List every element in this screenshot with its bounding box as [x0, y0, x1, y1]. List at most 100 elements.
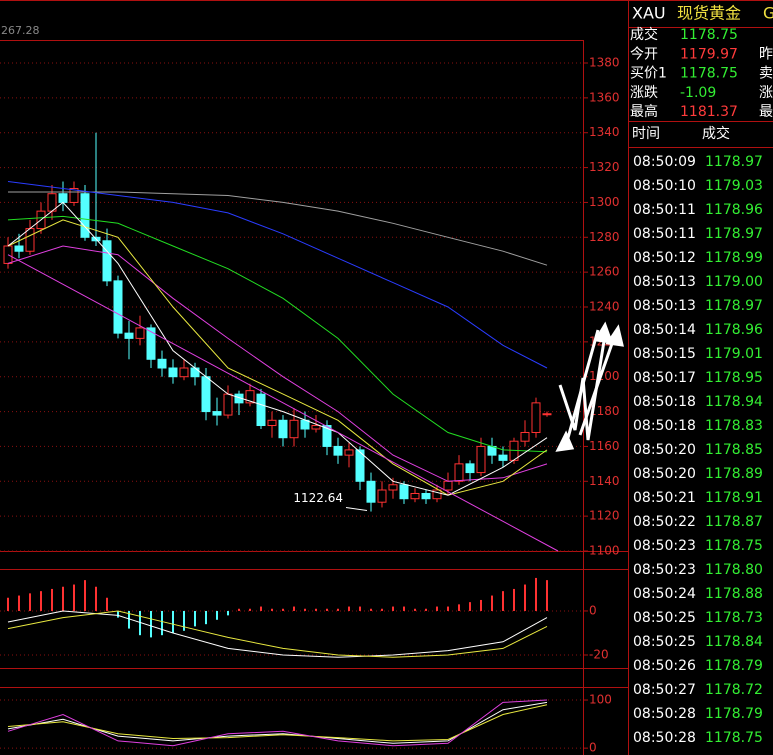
- y-tick-label: 1360: [589, 90, 620, 104]
- candle-body: [355, 449, 365, 482]
- instrument-name: 现货黄金: [677, 4, 741, 23]
- candle-body: [25, 228, 35, 252]
- candle-body: [333, 445, 343, 456]
- trade-price: 1178.75: [705, 730, 763, 746]
- quote-label: 买价1: [630, 66, 667, 82]
- candle-body: [58, 193, 68, 203]
- trade-price: 1178.97: [705, 154, 763, 170]
- candle-body: [289, 419, 299, 439]
- candle-body: [124, 332, 134, 339]
- trade-price: 1178.79: [705, 658, 763, 674]
- histogram-bar: [50, 588, 53, 611]
- trade-time: 08:50:20: [633, 466, 696, 482]
- candle-body: [465, 463, 475, 474]
- candle-body: [157, 358, 167, 369]
- trade-time: 08:50:12: [633, 250, 696, 266]
- histogram-bar: [523, 584, 526, 611]
- trade-price: 1179.03: [705, 178, 763, 194]
- y-tick-label: 0: [589, 603, 597, 617]
- y-tick-label: 0: [589, 741, 597, 755]
- y-tick-label: 1300: [589, 195, 620, 209]
- candle-body: [69, 187, 79, 203]
- arrow: [564, 329, 600, 446]
- histogram-bar: [259, 606, 262, 611]
- trade-price: 1178.94: [705, 394, 763, 410]
- indicator-line: [7, 245, 548, 482]
- histogram-bar: [248, 608, 251, 611]
- histogram-bar: [39, 591, 42, 611]
- trade-time: 08:50:14: [633, 322, 696, 338]
- histogram-bar: [292, 606, 295, 611]
- trade-time: 08:50:11: [633, 226, 696, 242]
- trade-price: 1178.83: [705, 418, 763, 434]
- y-tick-label: 1100: [589, 544, 620, 558]
- symbol: XAU: [632, 4, 666, 23]
- y-tick-label: 1200: [589, 369, 620, 383]
- candle-body: [267, 419, 277, 427]
- histogram-bar: [435, 606, 438, 611]
- trade-price: 1178.99: [705, 250, 763, 266]
- y-tick-label: 1120: [589, 509, 620, 523]
- candle-body: [113, 280, 123, 334]
- trade-time: 08:50:28: [633, 730, 696, 746]
- histogram-bar: [369, 608, 372, 611]
- histogram-bar: [424, 608, 427, 611]
- y-tick-label: 1240: [589, 300, 620, 314]
- indicator-line: [7, 201, 548, 496]
- trade-time: 08:50:28: [633, 706, 696, 722]
- quote-extra: 昨: [759, 46, 773, 62]
- histogram-bar: [303, 608, 306, 611]
- candle-body: [245, 390, 255, 404]
- candle-body: [399, 484, 409, 500]
- histogram-bar: [127, 610, 130, 629]
- histogram-bar: [457, 604, 460, 611]
- trade-price: 1178.91: [705, 490, 763, 506]
- arrowhead: [555, 430, 575, 452]
- trade-price: 1178.89: [705, 466, 763, 482]
- trade-price: 1179.00: [705, 274, 763, 290]
- trade-price: 1178.97: [705, 298, 763, 314]
- histogram-bar: [402, 606, 405, 611]
- candle-body: [344, 449, 354, 456]
- indicator-line: [7, 610, 548, 658]
- histogram-bar: [325, 608, 328, 611]
- histogram-bar: [83, 580, 86, 611]
- histogram-bar: [182, 610, 185, 631]
- histogram-bar: [479, 599, 482, 611]
- histogram-bar: [28, 593, 31, 611]
- indicator-line: [7, 701, 548, 744]
- trade-time: 08:50:18: [633, 418, 696, 434]
- candle-body: [135, 327, 145, 339]
- candle-body: [498, 454, 508, 461]
- quote-value: -1.09: [680, 85, 716, 101]
- histogram-bar: [534, 577, 537, 611]
- indicator-line: [7, 219, 548, 496]
- trade-time: 08:50:10: [633, 178, 696, 194]
- candle-body: [432, 489, 442, 500]
- candle-body: [168, 367, 178, 378]
- histogram-bar: [391, 606, 394, 611]
- trade-price: 1178.84: [705, 634, 763, 650]
- histogram-bar: [105, 597, 108, 611]
- histogram-bar: [281, 608, 284, 611]
- quote-value: 1181.37: [680, 104, 738, 120]
- histogram-bar: [347, 606, 350, 611]
- trade-price: 1178.96: [705, 202, 763, 218]
- trade-time: 08:50:25: [633, 610, 696, 626]
- trade-time: 08:50:18: [633, 394, 696, 410]
- histogram-bar: [138, 610, 141, 636]
- candle-body: [531, 402, 541, 433]
- y-tick-label: -20: [589, 648, 609, 662]
- trade-price: 1178.73: [705, 610, 763, 626]
- quote-label: 涨跌: [630, 85, 658, 101]
- histogram-bar: [468, 602, 471, 611]
- quote-extra: 涨: [759, 85, 773, 101]
- quote-extra: 最: [759, 104, 773, 120]
- histogram-bar: [545, 580, 548, 611]
- trade-price: 1178.87: [705, 514, 763, 530]
- arrowhead: [593, 321, 614, 344]
- histogram-bar: [215, 610, 218, 620]
- trade-time: 08:50:27: [633, 682, 696, 698]
- y-tick-label: 1340: [589, 125, 620, 139]
